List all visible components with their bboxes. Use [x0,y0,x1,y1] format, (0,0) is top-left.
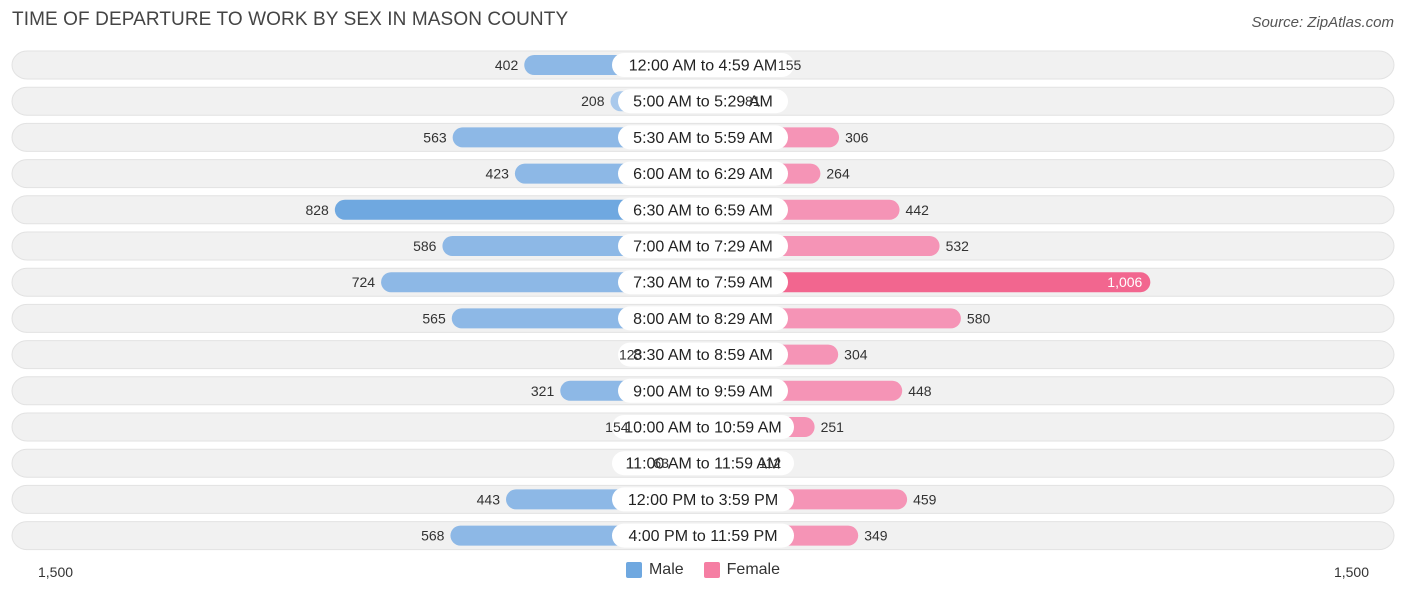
category-pill [612,415,794,439]
chart-title: TIME OF DEPARTURE TO WORK BY SEX IN MASO… [12,9,569,30]
male-value-label: 563 [423,129,447,145]
male-value-label: 423 [486,166,510,182]
legend-label-female: Female [726,561,781,578]
category-label: 5:30 AM to 5:59 AM [633,130,773,147]
source-note: Source: ZipAtlas.com [1251,14,1394,31]
male-value-label: 402 [495,57,519,73]
category-label: 12:00 AM to 4:59 AM [629,58,778,75]
legend-label-male: Male [648,561,684,578]
category-label: 8:30 AM to 8:59 AM [633,347,773,364]
male-value-label: 154 [605,419,629,435]
category-label: 6:00 AM to 6:29 AM [633,166,773,183]
category-label: 5:00 AM to 5:29 AM [633,94,773,111]
legend-item-female[interactable]: Female [703,561,781,579]
male-value-label: 63 [653,455,669,471]
female-value-label: 442 [906,202,930,218]
female-value-label: 251 [821,419,845,435]
category-pill [618,161,788,186]
category-label: 7:30 AM to 7:59 AM [633,275,773,292]
male-value-label: 568 [421,528,445,544]
category-label: 6:30 AM to 6:59 AM [633,202,773,219]
male-value-label: 321 [531,383,555,399]
category-pill [618,342,788,367]
male-value-label: 208 [581,93,605,109]
female-value-label: 264 [826,166,850,182]
category-pill [612,53,794,77]
female-value-label: 1,006 [1107,274,1142,290]
category-pill [618,125,788,150]
axis-tick-right: 1,500 [1334,564,1369,580]
category-label: 7:00 AM to 7:29 AM [633,239,773,256]
category-pill [618,89,788,114]
female-value-label: 532 [946,238,970,254]
category-label: 9:00 AM to 9:59 AM [633,383,773,400]
legend: Male Female [0,561,1406,579]
male-value-label: 828 [305,202,329,218]
axis-tick-left: 1,500 [38,564,73,580]
male-value-label: 586 [413,238,437,254]
female-value-label: 112 [759,455,782,471]
female-value-label: 155 [778,57,802,73]
category-label: 4:00 PM to 11:59 PM [628,528,777,545]
legend-swatch-male [625,562,642,578]
legend-item-male[interactable]: Male [625,561,684,579]
category-label: 11:00 AM to 11:59 AM [625,456,780,473]
male-value-label: 123 [619,347,643,363]
category-label: 12:00 PM to 3:59 PM [628,492,778,509]
male-bar [334,199,713,220]
female-value-label: 304 [844,347,868,363]
female-value-label: 81 [745,93,761,109]
category-pill [618,234,788,258]
female-value-label: 580 [967,310,991,326]
category-pill [612,451,794,476]
female-value-label: 459 [913,491,937,507]
male-value-label: 724 [352,274,376,290]
category-label: 10:00 AM to 10:59 AM [624,420,781,437]
category-pill [612,523,794,548]
female-value-label: 448 [908,383,932,399]
category-pill [612,487,794,512]
category-pill [618,378,788,403]
category-pill [618,197,788,222]
female-value-label: 349 [864,528,888,544]
category-label: 8:00 AM to 8:29 AM [633,311,773,328]
category-pill [618,306,788,331]
legend-swatch-female [703,562,720,578]
male-value-label: 565 [422,310,446,326]
female-value-label: 306 [845,129,869,145]
male-value-label: 443 [477,491,501,507]
category-pill [618,270,788,295]
female-bar [693,272,1151,293]
